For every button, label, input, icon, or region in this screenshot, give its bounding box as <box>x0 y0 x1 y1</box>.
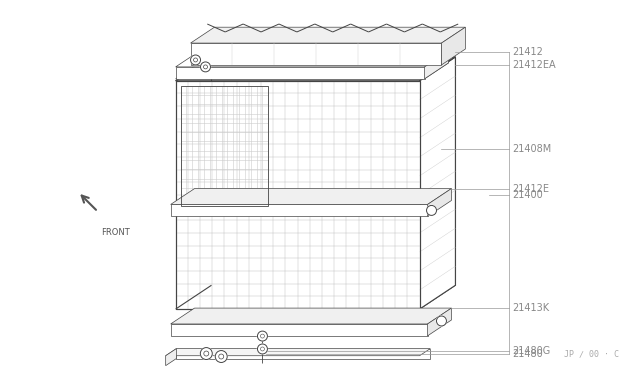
Circle shape <box>436 316 447 326</box>
Circle shape <box>219 354 224 359</box>
Polygon shape <box>191 43 442 65</box>
Text: JP ∕ 00 · C: JP ∕ 00 · C <box>564 350 619 359</box>
Circle shape <box>215 350 227 362</box>
Circle shape <box>200 62 211 72</box>
Polygon shape <box>420 57 456 309</box>
Polygon shape <box>428 189 451 217</box>
Circle shape <box>257 344 268 354</box>
Text: 21408M: 21408M <box>512 144 552 154</box>
Circle shape <box>191 55 200 65</box>
Text: 21413K: 21413K <box>512 303 549 313</box>
Circle shape <box>200 347 212 359</box>
Text: 21412EA: 21412EA <box>512 60 556 70</box>
Text: 21400: 21400 <box>512 190 543 200</box>
Circle shape <box>260 347 264 351</box>
Text: 21412E: 21412E <box>512 183 549 193</box>
Text: 21480G: 21480G <box>512 346 550 356</box>
Circle shape <box>426 205 436 215</box>
Polygon shape <box>175 63 449 79</box>
Text: 21412: 21412 <box>512 47 543 57</box>
Text: FRONT: FRONT <box>101 228 130 237</box>
Circle shape <box>257 331 268 341</box>
Polygon shape <box>171 189 451 205</box>
Polygon shape <box>442 27 465 65</box>
Polygon shape <box>171 205 428 217</box>
Polygon shape <box>175 51 449 67</box>
Polygon shape <box>177 349 430 359</box>
Circle shape <box>204 351 209 356</box>
Polygon shape <box>424 51 449 79</box>
Polygon shape <box>166 349 430 356</box>
Polygon shape <box>191 27 465 43</box>
Polygon shape <box>171 324 428 336</box>
Text: 21480: 21480 <box>512 349 543 359</box>
Polygon shape <box>171 308 451 324</box>
Polygon shape <box>175 81 420 309</box>
Polygon shape <box>428 308 451 336</box>
Polygon shape <box>420 57 456 309</box>
Circle shape <box>260 334 264 338</box>
Polygon shape <box>175 67 424 79</box>
Polygon shape <box>175 57 456 81</box>
Polygon shape <box>166 349 177 366</box>
